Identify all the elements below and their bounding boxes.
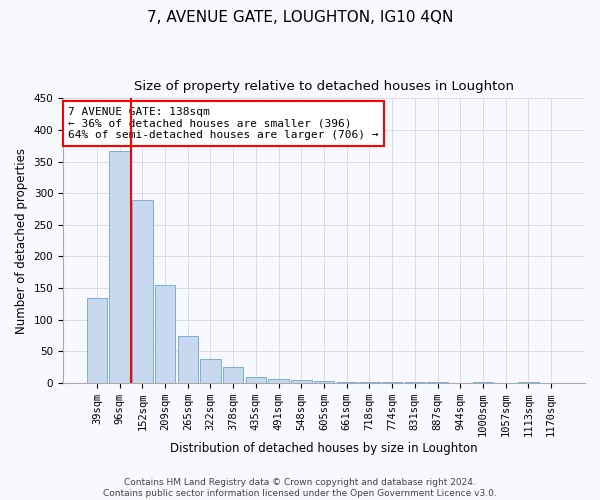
Bar (427, 382, 448, 383)
Bar (404, 382, 425, 383)
Bar (291, 380, 311, 383)
Y-axis label: Number of detached properties: Number of detached properties (15, 148, 28, 334)
Bar (245, 376, 266, 383)
Bar (223, 367, 244, 383)
Bar (109, 151, 130, 383)
Bar (87, 298, 107, 383)
Bar (382, 382, 403, 383)
Title: Size of property relative to detached houses in Loughton: Size of property relative to detached ho… (134, 80, 514, 93)
Bar (473, 382, 493, 383)
Text: 7 AVENUE GATE: 138sqm
← 36% of detached houses are smaller (396)
64% of semi-det: 7 AVENUE GATE: 138sqm ← 36% of detached … (68, 107, 379, 140)
Bar (178, 336, 198, 383)
Text: Contains HM Land Registry data © Crown copyright and database right 2024.
Contai: Contains HM Land Registry data © Crown c… (103, 478, 497, 498)
Bar (314, 381, 334, 383)
Bar (200, 359, 221, 383)
X-axis label: Distribution of detached houses by size in Loughton: Distribution of detached houses by size … (170, 442, 478, 455)
Bar (518, 382, 539, 383)
Text: 7, AVENUE GATE, LOUGHTON, IG10 4QN: 7, AVENUE GATE, LOUGHTON, IG10 4QN (147, 10, 453, 25)
Bar (155, 285, 175, 383)
Bar (337, 382, 357, 383)
Bar (268, 378, 289, 383)
Bar (359, 382, 380, 383)
Bar (132, 200, 152, 383)
